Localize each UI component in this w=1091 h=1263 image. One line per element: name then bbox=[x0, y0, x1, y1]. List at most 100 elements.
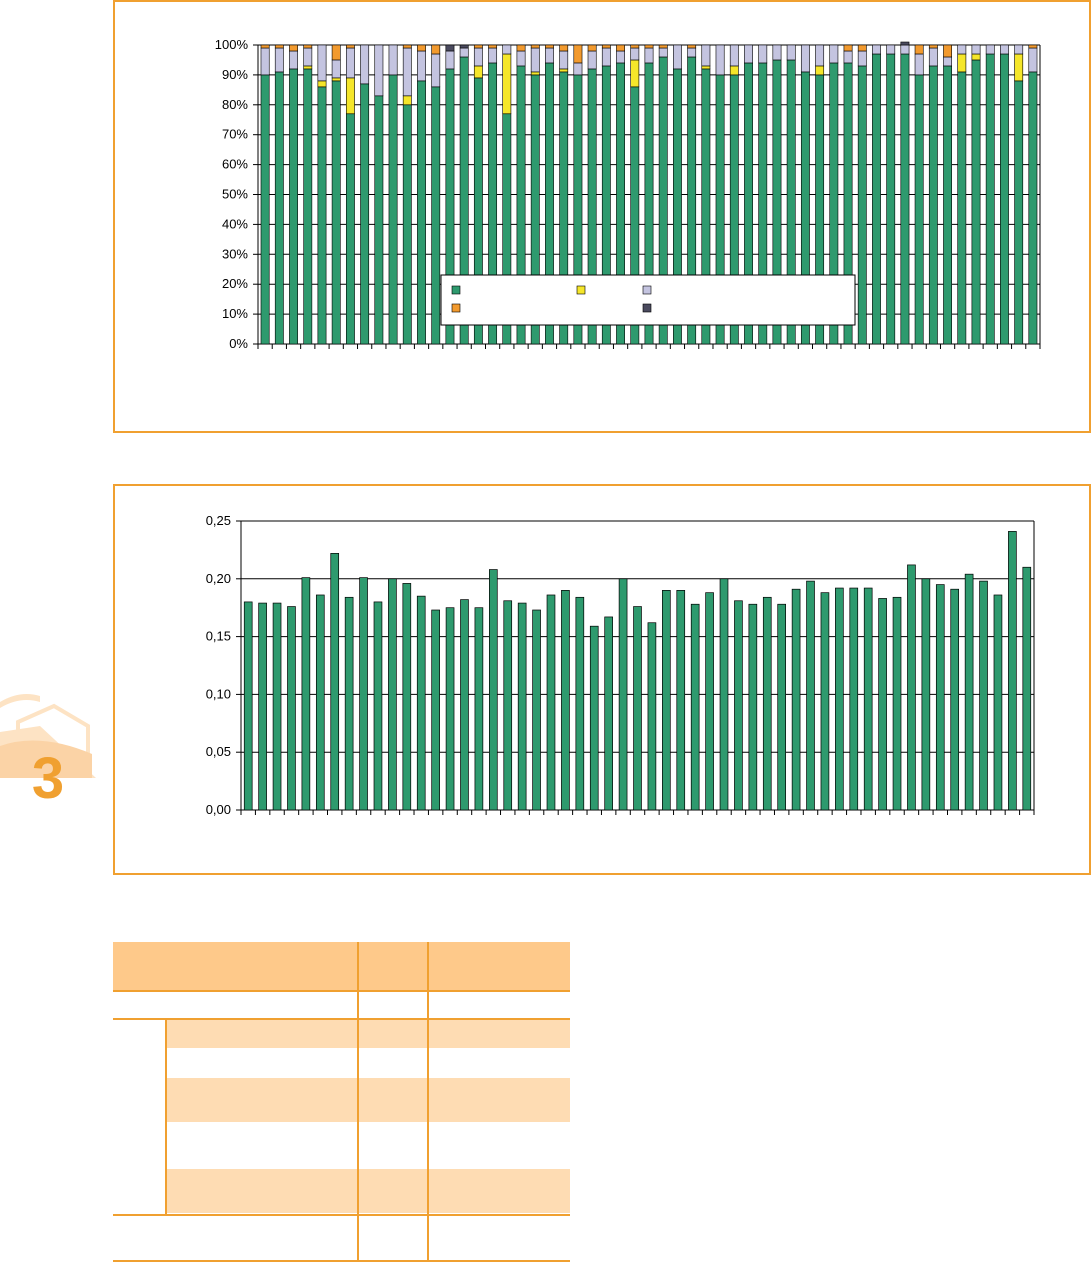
bar-segment-orange bbox=[616, 44, 625, 52]
legend-swatch-yellow bbox=[576, 285, 586, 295]
table-row-rule bbox=[113, 1214, 570, 1216]
bar bbox=[431, 609, 440, 811]
legend-swatch-dark bbox=[642, 303, 652, 313]
bar bbox=[604, 616, 613, 811]
bar-segment-orange bbox=[473, 44, 483, 49]
bar-segment-lavender bbox=[502, 44, 512, 55]
bar-segment-lavender bbox=[886, 44, 896, 55]
bar bbox=[489, 569, 498, 811]
bar bbox=[964, 573, 974, 811]
bar bbox=[907, 564, 916, 811]
y-tick-label: 90% bbox=[222, 67, 248, 82]
bar bbox=[503, 600, 513, 811]
bar bbox=[690, 603, 700, 811]
stacked-percent-chart: 0% 10% 20% 30% 40% 50% 60% 70% 80% 90% 100% bbox=[215, 37, 1041, 351]
bar bbox=[993, 594, 1003, 811]
bar bbox=[315, 594, 325, 811]
bar bbox=[662, 590, 671, 811]
bar-segment-lavender bbox=[729, 44, 739, 67]
bar-segment-lavender bbox=[374, 44, 384, 97]
bar bbox=[806, 580, 815, 811]
bar-segment-lavender bbox=[772, 44, 782, 61]
bar-segment-lavender bbox=[715, 44, 725, 76]
bar bbox=[575, 596, 585, 811]
bar bbox=[777, 603, 786, 811]
y-tick-label: 60% bbox=[222, 157, 248, 172]
bar bbox=[402, 583, 412, 811]
bar bbox=[950, 588, 960, 811]
y-tick-label: 100% bbox=[215, 37, 249, 52]
bar-segment-orange bbox=[587, 44, 597, 52]
bar-segment-lavender bbox=[758, 44, 768, 64]
bar-segment-orange bbox=[545, 44, 554, 49]
bar bbox=[445, 607, 455, 811]
bar bbox=[287, 606, 296, 811]
chapter-number: 3 bbox=[32, 746, 64, 811]
bar-segment-orange bbox=[303, 44, 313, 49]
bar bbox=[561, 590, 570, 811]
bar bbox=[330, 553, 340, 811]
bar-segment-orange bbox=[431, 44, 441, 55]
table-band-row bbox=[167, 1020, 570, 1048]
y-tick-label: 0,15 bbox=[206, 629, 231, 644]
bar-segment-lavender bbox=[701, 44, 711, 67]
bar-segment-lavender bbox=[786, 44, 796, 61]
ratio-bar-chart: 0,00 0,05 0,10 0,15 0,20 0,25 bbox=[206, 513, 1035, 817]
bar-segment-orange bbox=[260, 44, 270, 49]
table-header-rule bbox=[113, 990, 570, 992]
bar bbox=[647, 622, 657, 811]
bar bbox=[388, 578, 397, 811]
y-tick-label: 80% bbox=[222, 97, 248, 112]
bar-segment-orange bbox=[687, 44, 697, 49]
bar bbox=[460, 599, 469, 811]
bar bbox=[762, 596, 772, 811]
bar bbox=[935, 584, 945, 811]
bar-segment-orange bbox=[559, 44, 569, 52]
bar bbox=[791, 588, 801, 811]
bar bbox=[243, 601, 253, 811]
bar-segment-lavender bbox=[388, 44, 398, 76]
bar-segment-lavender bbox=[360, 44, 370, 85]
y-tick-label: 0,25 bbox=[206, 513, 231, 528]
bar bbox=[546, 594, 556, 811]
bar-segment-orange bbox=[843, 44, 853, 52]
bar-segment-lavender bbox=[829, 44, 839, 64]
bar bbox=[734, 600, 743, 811]
bar-segment-orange bbox=[658, 44, 668, 49]
bar bbox=[517, 602, 527, 811]
table-column-rule bbox=[357, 942, 359, 1262]
bar-segment-lavender bbox=[957, 44, 967, 55]
table-band-row bbox=[167, 1078, 570, 1122]
bar bbox=[373, 601, 383, 811]
bar-segment-orange bbox=[417, 44, 426, 52]
y-tick-label: 0% bbox=[229, 336, 248, 351]
bar bbox=[589, 625, 599, 811]
legend-swatch-green bbox=[451, 285, 461, 295]
bar bbox=[618, 578, 628, 811]
bar-segment-lavender bbox=[872, 44, 881, 55]
bar bbox=[474, 607, 484, 811]
bar-segment-orange bbox=[488, 44, 498, 49]
bar bbox=[863, 587, 873, 811]
bar-segment-lavender bbox=[800, 44, 810, 73]
table-column-rule bbox=[427, 942, 429, 1262]
bar bbox=[719, 578, 729, 811]
bar bbox=[359, 577, 368, 811]
bar-segment-lavender bbox=[971, 44, 981, 55]
bar-segment-orange bbox=[530, 44, 540, 49]
bar-segment-orange bbox=[857, 44, 867, 52]
bar-segment-orange bbox=[928, 44, 938, 49]
bar bbox=[1008, 531, 1017, 811]
y-tick-label: 40% bbox=[222, 216, 248, 231]
bar-segment-orange bbox=[516, 44, 526, 52]
bar-segment-lavender bbox=[1000, 44, 1009, 55]
table-header-row bbox=[113, 942, 570, 990]
chapter-tab-icon: 3 bbox=[0, 694, 96, 811]
stacked-percent-chart-frame bbox=[113, 0, 1091, 433]
bar-segment-orange bbox=[402, 44, 412, 49]
bar-segment-orange bbox=[331, 44, 341, 61]
y-tick-label: 70% bbox=[222, 127, 248, 142]
bar bbox=[676, 590, 686, 811]
bar-segment-lavender bbox=[317, 44, 327, 82]
table-bottom-rule bbox=[113, 1260, 570, 1262]
